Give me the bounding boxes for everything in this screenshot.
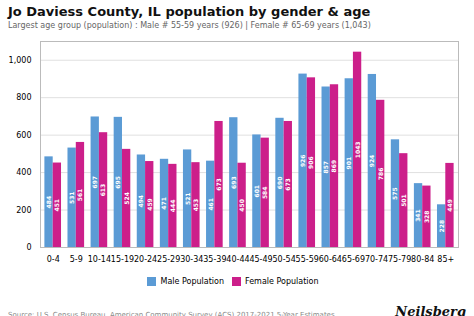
svg-text:15-19: 15-19 (111, 255, 134, 264)
svg-text:40-44: 40-44 (226, 255, 249, 264)
html-text:Jo Daviess County, IL populati: Jo Daviess County, IL population by gend… (8, 4, 371, 19)
svg-text:328: 328 (423, 211, 430, 224)
svg-text:924: 924 (368, 155, 375, 168)
svg-text:673: 673 (284, 178, 291, 191)
svg-text:45-49: 45-49 (249, 255, 272, 264)
svg-text:400: 400 (16, 168, 31, 177)
html-text:Female Population: Female Population (245, 277, 319, 286)
svg-text:0-4: 0-4 (47, 255, 60, 264)
svg-text:0: 0 (26, 243, 31, 252)
svg-text:601: 601 (253, 185, 260, 198)
svg-text:690: 690 (276, 177, 283, 190)
svg-text:600: 600 (16, 131, 31, 140)
html-text:Male Population: Male Population (160, 277, 224, 286)
svg-text:531: 531 (68, 192, 75, 205)
svg-text:450: 450 (238, 199, 245, 212)
svg-text:584: 584 (261, 187, 268, 200)
svg-text:521: 521 (184, 192, 191, 205)
svg-text:673: 673 (215, 178, 222, 191)
svg-text:449: 449 (446, 199, 453, 212)
svg-text:857: 857 (322, 161, 329, 174)
svg-text:524: 524 (123, 192, 130, 205)
svg-text:459: 459 (146, 198, 153, 211)
svg-text:1,000: 1,000 (9, 56, 32, 65)
svg-text:693: 693 (230, 176, 237, 189)
svg-text:75-79: 75-79 (388, 255, 411, 264)
svg-text:341: 341 (414, 209, 421, 222)
svg-text:200: 200 (16, 206, 31, 215)
svg-text:906: 906 (307, 156, 314, 169)
svg-text:926: 926 (299, 155, 306, 168)
svg-text:65-69: 65-69 (342, 255, 365, 264)
svg-text:85+: 85+ (437, 255, 454, 264)
svg-text:451: 451 (53, 199, 60, 212)
svg-text:25-29: 25-29 (157, 255, 180, 264)
svg-text:55-59: 55-59 (296, 255, 319, 264)
html-text:Largest age group (population): Largest age group (population) : Male # … (8, 21, 371, 30)
svg-text:494: 494 (137, 195, 144, 208)
svg-text:695: 695 (114, 176, 121, 189)
svg-text:501: 501 (400, 194, 407, 207)
svg-text:484: 484 (45, 196, 52, 209)
svg-text:10-14: 10-14 (88, 255, 111, 264)
svg-text:800: 800 (16, 93, 31, 102)
svg-text:60-64: 60-64 (319, 255, 342, 264)
svg-text:50-54: 50-54 (273, 255, 296, 264)
svg-text:30-34: 30-34 (180, 255, 203, 264)
svg-text:453: 453 (192, 199, 199, 212)
svg-text:471: 471 (160, 197, 167, 210)
svg-text:228: 228 (438, 220, 445, 233)
svg-text:613: 613 (99, 184, 106, 197)
svg-text:461: 461 (207, 198, 214, 211)
svg-text:35-39: 35-39 (203, 255, 226, 264)
svg-text:444: 444 (169, 200, 176, 213)
svg-text:1043: 1043 (353, 141, 360, 158)
svg-text:5-9: 5-9 (70, 255, 83, 264)
svg-text:561: 561 (76, 189, 83, 202)
svg-text:697: 697 (91, 176, 98, 189)
svg-text:20-24: 20-24 (134, 255, 157, 264)
svg-text:901: 901 (345, 157, 352, 170)
svg-text:786: 786 (377, 168, 384, 181)
svg-text:575: 575 (391, 187, 398, 200)
svg-text:869: 869 (330, 160, 337, 173)
svg-text:70-74: 70-74 (365, 255, 388, 264)
svg-text:80-84: 80-84 (411, 255, 434, 264)
